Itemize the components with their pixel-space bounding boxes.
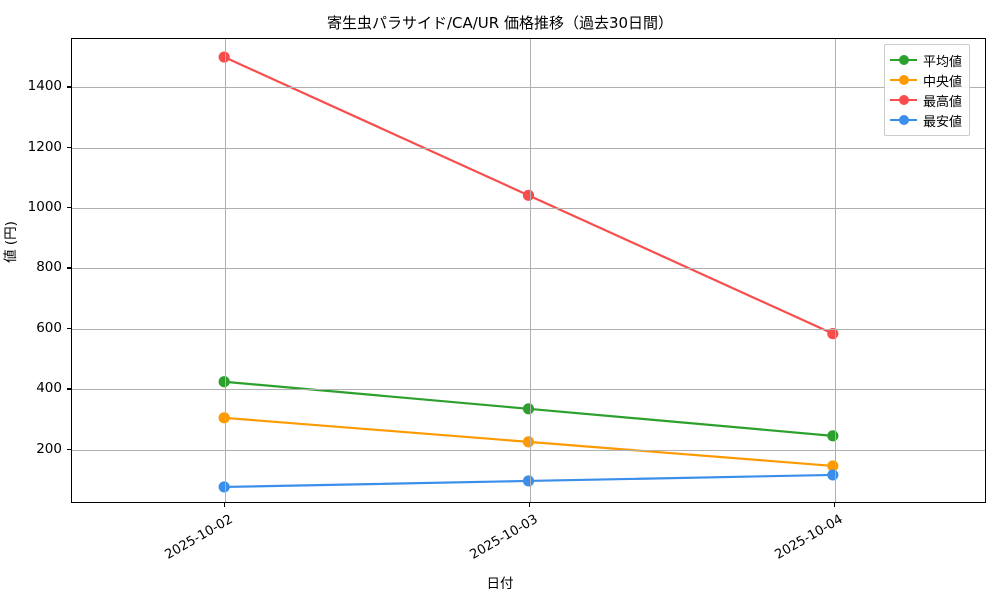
data-point-marker bbox=[827, 328, 839, 340]
legend-item[interactable]: 最高値 bbox=[890, 90, 962, 110]
x-axis-tick-mark bbox=[528, 503, 530, 507]
y-axis-tick-mark bbox=[67, 327, 71, 330]
data-point-marker bbox=[218, 376, 230, 388]
y-axis-label: 値 (円) bbox=[2, 221, 19, 263]
legend-item[interactable]: 中央値 bbox=[890, 70, 962, 90]
gridline-horizontal bbox=[72, 328, 985, 330]
gridline-horizontal bbox=[72, 389, 985, 391]
data-point-marker bbox=[522, 189, 535, 201]
y-axis-tick-mark bbox=[67, 448, 71, 450]
data-point-marker bbox=[827, 469, 839, 481]
legend-marker-icon bbox=[890, 53, 917, 67]
data-point-marker bbox=[218, 481, 230, 493]
legend-item-label: 中央値 bbox=[923, 74, 963, 90]
y-axis-tick-label: 1200 bbox=[27, 138, 62, 155]
legend-marker-icon bbox=[890, 93, 917, 107]
legend-item[interactable]: 最安値 bbox=[890, 110, 962, 130]
x-axis-tick-label: 2025-10-02 bbox=[162, 512, 235, 563]
x-axis-tick-label: 2025-10-03 bbox=[467, 512, 540, 563]
x-axis-label: 日付 bbox=[486, 576, 514, 592]
plot-area bbox=[71, 38, 986, 503]
legend-item-label: 最安値 bbox=[923, 114, 963, 130]
gridline-horizontal bbox=[72, 268, 985, 270]
chart-legend: 平均値中央値最高値最安値 bbox=[884, 44, 971, 136]
data-point-marker bbox=[522, 475, 535, 487]
legend-marker-icon bbox=[890, 113, 917, 127]
x-axis-tick-label: 2025-10-04 bbox=[772, 512, 845, 563]
gridline-vertical bbox=[529, 39, 531, 502]
data-point-marker bbox=[827, 460, 839, 472]
data-point-marker bbox=[522, 436, 535, 448]
gridline-vertical bbox=[224, 39, 226, 502]
chart-title: 寄生虫パラサイド/CA/UR 価格推移（過去30日間） bbox=[326, 14, 674, 32]
y-axis-tick-mark bbox=[67, 267, 71, 269]
legend-marker-icon bbox=[890, 73, 917, 87]
gridline-horizontal bbox=[72, 87, 985, 89]
data-point-marker bbox=[218, 412, 230, 424]
legend-item-label: 平均値 bbox=[923, 54, 963, 70]
y-axis-tick-label: 1000 bbox=[27, 199, 62, 216]
data-point-marker bbox=[522, 403, 535, 415]
y-axis-tick-label: 800 bbox=[36, 259, 62, 276]
y-axis-tick-mark bbox=[67, 207, 71, 209]
data-point-marker bbox=[218, 51, 230, 63]
x-axis-tick-mark bbox=[223, 503, 225, 507]
x-axis-tick-mark bbox=[833, 503, 835, 507]
y-axis-tick-mark bbox=[67, 388, 71, 390]
y-axis-tick-label: 1400 bbox=[27, 78, 62, 95]
data-point-marker bbox=[827, 430, 839, 442]
legend-item[interactable]: 平均値 bbox=[890, 50, 962, 70]
y-axis-tick-mark bbox=[67, 146, 71, 148]
legend-item-label: 最高値 bbox=[923, 94, 963, 110]
chart-data-layer bbox=[218, 51, 839, 493]
y-axis-tick-mark bbox=[67, 86, 71, 88]
gridline-horizontal bbox=[72, 208, 985, 210]
y-axis-tick-label: 200 bbox=[36, 440, 62, 457]
y-axis-tick-label: 600 bbox=[36, 319, 62, 336]
gridline-horizontal bbox=[72, 449, 985, 451]
gridline-vertical bbox=[834, 39, 836, 502]
gridline-horizontal bbox=[72, 147, 985, 149]
y-axis-tick-label: 400 bbox=[36, 380, 62, 397]
